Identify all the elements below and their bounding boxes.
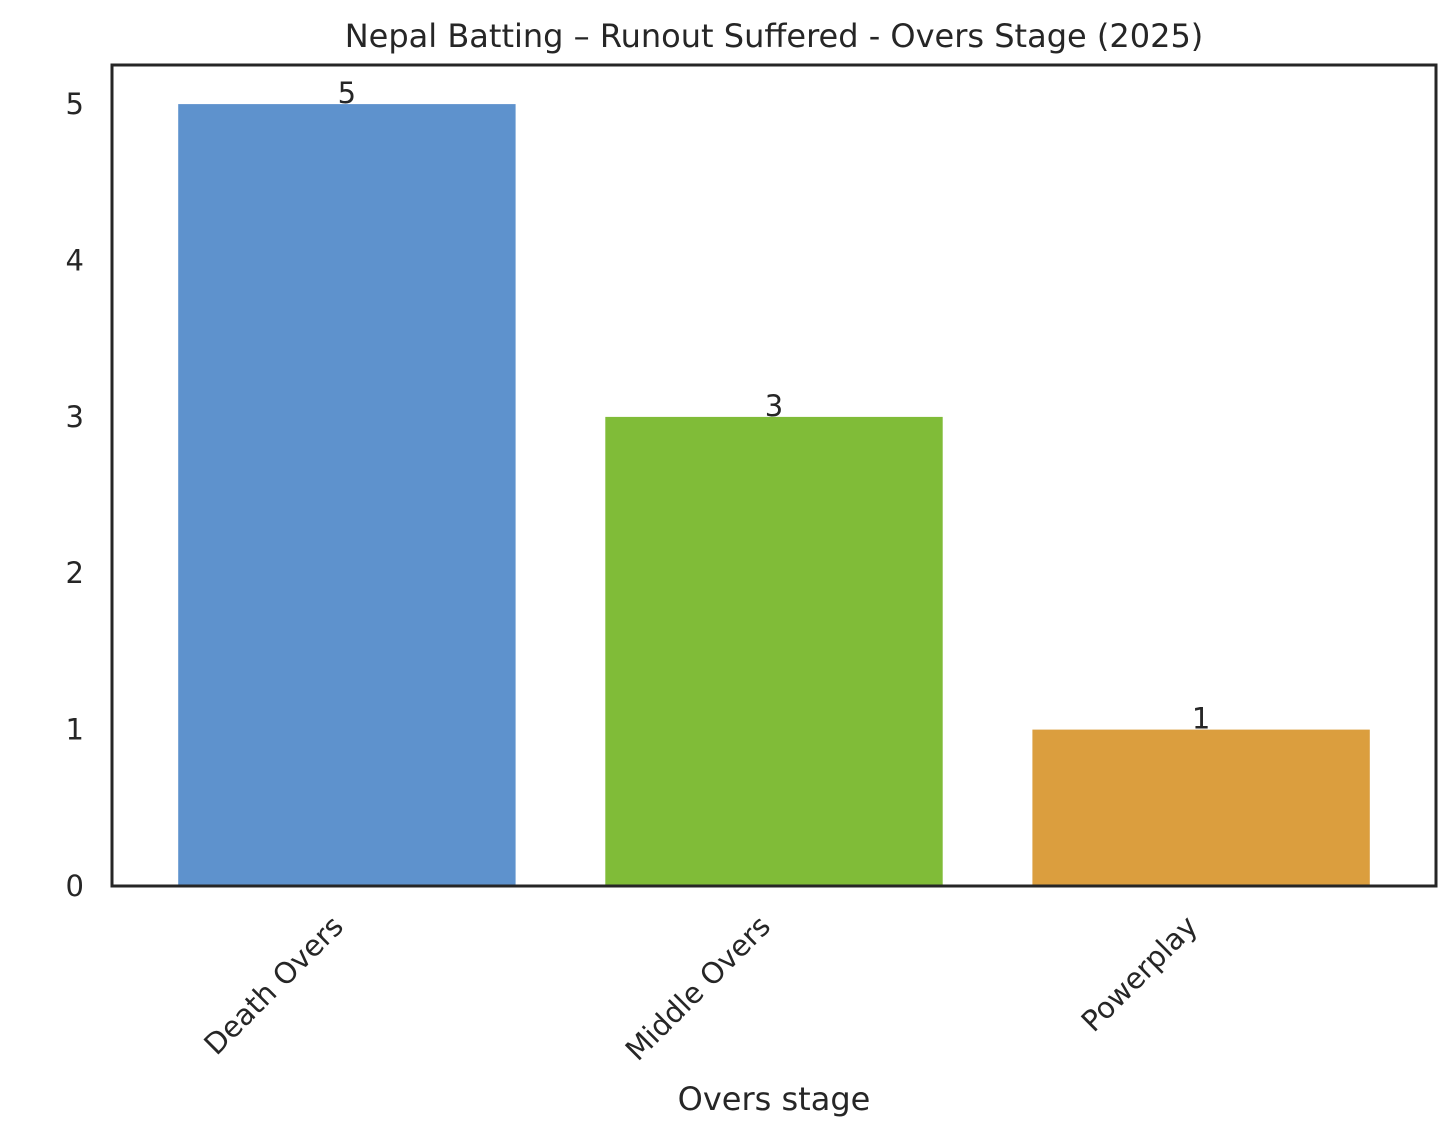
data-label: 3 (765, 389, 783, 423)
y-axis: 0 1 2 3 4 5 (66, 87, 84, 903)
x-axis-label: Overs stage (678, 1080, 871, 1118)
y-tick-label: 5 (66, 87, 84, 121)
bar-middle-overs (605, 416, 943, 886)
x-tick-label: Middle Overs (619, 909, 777, 1067)
y-tick-label: 3 (66, 400, 84, 434)
x-tick-label: Powerplay (1075, 909, 1204, 1038)
data-label: 5 (338, 76, 356, 110)
y-tick-label: 1 (66, 713, 84, 747)
plot-frame (110, 63, 1438, 888)
x-tick-label: Death Overs (197, 909, 350, 1062)
y-tick-label: 2 (66, 556, 84, 590)
bar-powerplay (1032, 729, 1370, 886)
y-tick-label: 4 (66, 244, 84, 278)
x-axis: Death Overs Middle Overs Powerplay (197, 909, 1204, 1067)
bar-death-overs (178, 104, 516, 887)
data-label: 1 (1192, 702, 1210, 736)
plot-area: 5 3 1 (178, 76, 1370, 887)
chart-title: Nepal Batting – Runout Suffered - Overs … (345, 17, 1204, 55)
y-tick-label: 0 (66, 869, 84, 903)
